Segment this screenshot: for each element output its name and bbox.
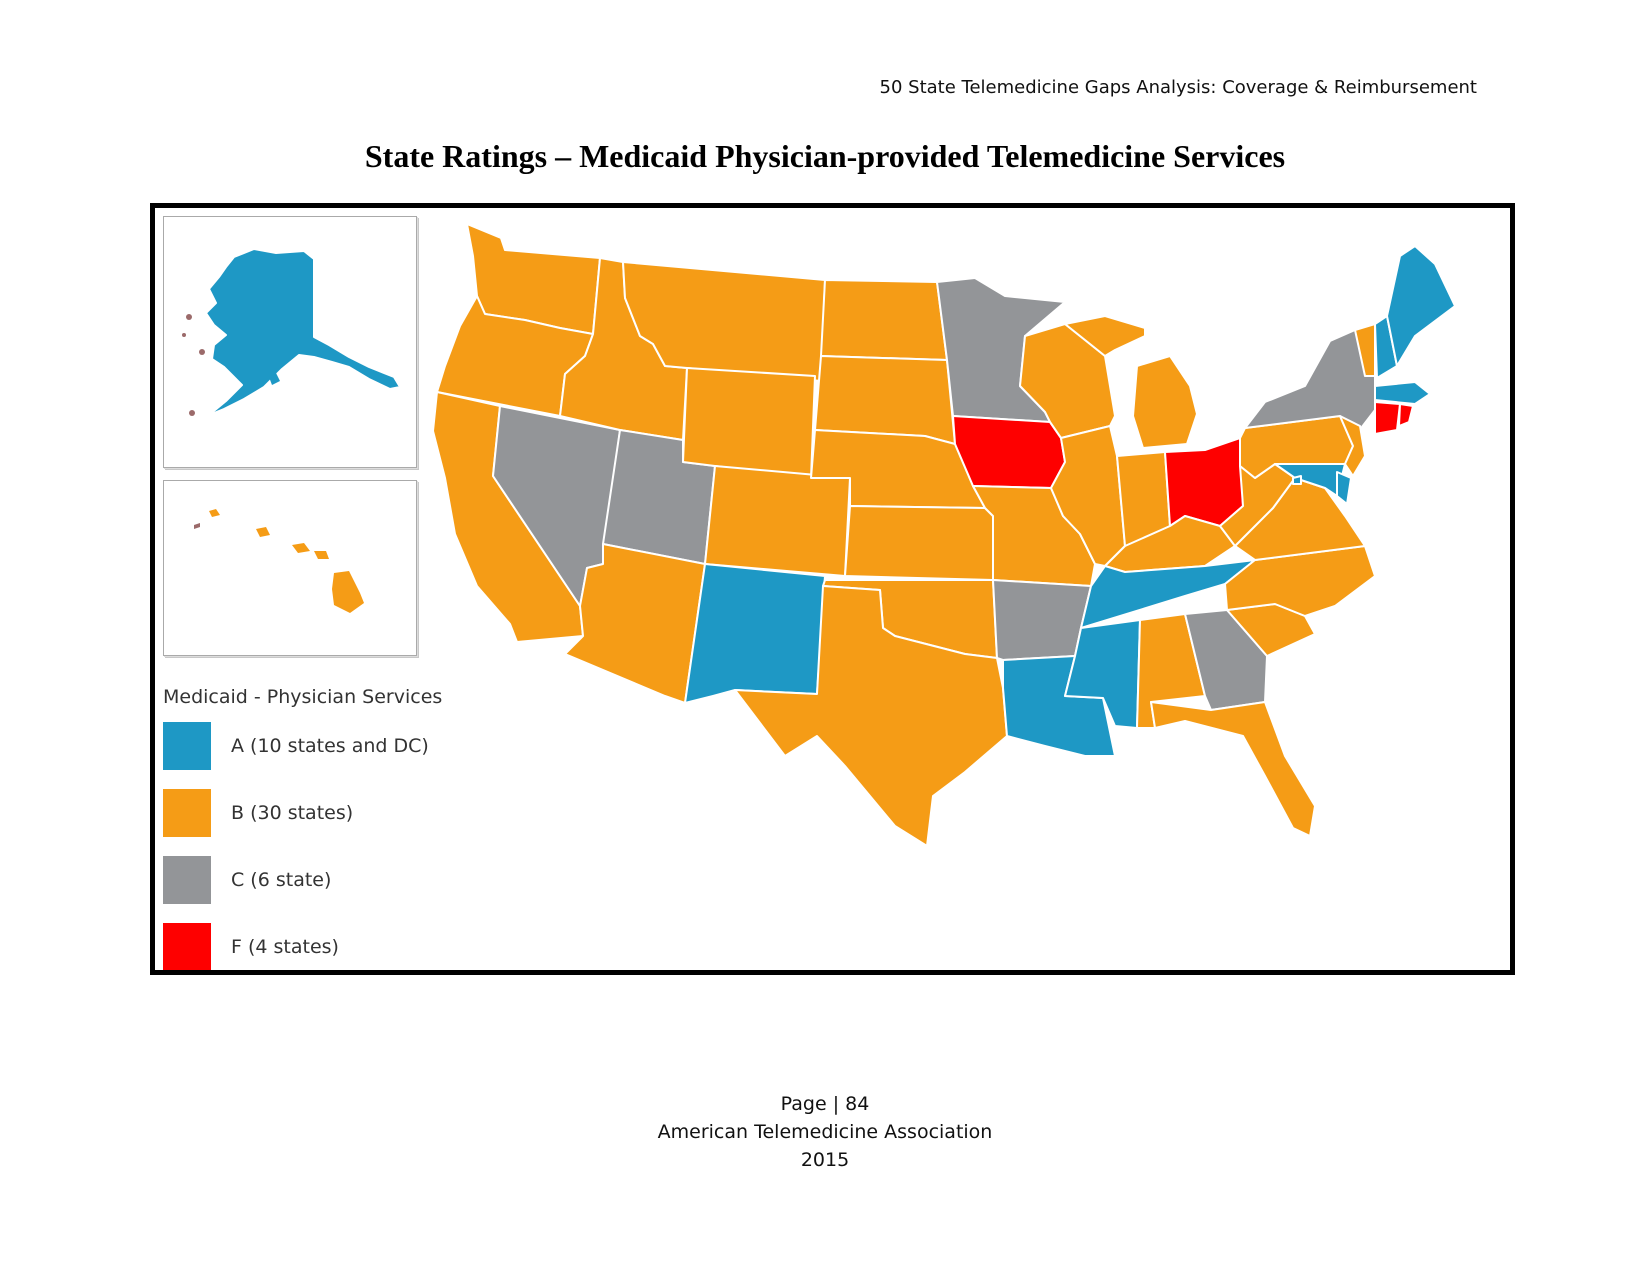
legend-item-c: C (6 state): [163, 856, 442, 904]
state-maine: [1386, 245, 1456, 367]
footer-year: 2015: [800, 1149, 850, 1171]
state-iowa: [952, 415, 1066, 489]
state-hawaii-island: [314, 551, 329, 559]
legend-label-b: B (30 states): [231, 802, 354, 824]
state-connecticut: [1374, 401, 1401, 435]
state-delaware: [1336, 471, 1352, 505]
legend-swatch-c: [163, 856, 211, 904]
state-new-jersey: [1339, 415, 1366, 477]
hawaii-inset: [163, 480, 417, 656]
state-illinois: [1050, 425, 1126, 567]
page-number: Page | 84: [780, 1093, 870, 1115]
legend-item-f: F (4 states): [163, 923, 442, 970]
state-rhode-island: [1398, 403, 1414, 427]
legend-swatch-a: [163, 722, 211, 770]
state-kansas: [844, 505, 994, 581]
state-alaska: [205, 248, 401, 416]
page-footer: Page | 84 American Telemedicine Associat…: [0, 1090, 1650, 1174]
aleutian-island: [189, 410, 195, 416]
running-header: 50 State Telemedicine Gaps Analysis: Cov…: [879, 77, 1477, 98]
state-hawaii-island: [209, 509, 220, 517]
state-hawaii-island: [256, 527, 270, 537]
state-michigan: [1132, 355, 1198, 449]
mainland-map: [425, 216, 1505, 876]
state-maryland: [1274, 463, 1346, 497]
aleutian-island: [186, 314, 192, 320]
map-frame: Medicaid - Physician Services A (10 stat…: [150, 203, 1515, 975]
map-legend: Medicaid - Physician Services A (10 stat…: [163, 686, 443, 970]
state-wyoming: [682, 367, 816, 479]
legend-label-f: F (4 states): [231, 936, 339, 958]
state-michigan-upper: [1064, 315, 1146, 357]
state-massachusetts: [1374, 381, 1431, 405]
alaska-inset: [163, 216, 417, 468]
aleutian-island: [199, 349, 205, 355]
state-vermont: [1354, 323, 1376, 377]
state-texas: [734, 585, 1008, 847]
footer-organization: American Telemedicine Association: [657, 1121, 993, 1143]
legend-swatch-f: [163, 923, 211, 970]
state-hawaii-island: [292, 543, 310, 553]
state-dc: [1292, 475, 1302, 485]
state-new-mexico: [684, 563, 826, 704]
state-alaska-island: [269, 373, 280, 385]
state-colorado: [704, 465, 851, 577]
legend-title: Medicaid - Physician Services: [163, 686, 443, 708]
legend-item-a: A (10 states and DC): [163, 722, 442, 770]
page-title: State Ratings – Medicaid Physician-provi…: [364, 138, 1286, 174]
hawaii-islet: [194, 523, 200, 529]
state-hawaii-island: [332, 571, 364, 613]
state-florida: [1150, 701, 1316, 837]
state-ohio: [1164, 437, 1244, 527]
aleutian-island: [182, 333, 186, 337]
legend-swatch-b: [163, 789, 211, 837]
state-north-dakota: [820, 279, 948, 361]
legend-label-c: C (6 state): [231, 869, 332, 891]
state-north-carolina: [1224, 545, 1376, 617]
state-new-york: [1244, 329, 1376, 437]
legend-label-a: A (10 states and DC): [231, 735, 429, 757]
legend-item-b: B (30 states): [163, 789, 442, 837]
